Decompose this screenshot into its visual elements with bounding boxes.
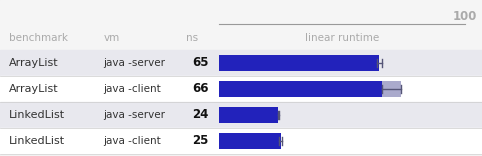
Text: ArrayList: ArrayList [9,58,58,68]
Text: 66: 66 [192,83,208,95]
Text: ArrayList: ArrayList [9,84,58,94]
Bar [0,76,482,102]
Bar [0,0,482,50]
Bar [219,81,382,97]
Text: 25: 25 [192,134,208,148]
Text: vm: vm [104,33,120,43]
Text: 100: 100 [453,10,477,23]
Bar [219,55,379,71]
Text: 24: 24 [192,109,208,122]
Text: benchmark: benchmark [9,33,67,43]
Text: LinkedList: LinkedList [9,136,65,146]
Text: java -server: java -server [104,58,166,68]
Bar [382,81,401,97]
Bar [219,107,278,123]
Bar [0,50,482,76]
Text: LinkedList: LinkedList [9,110,65,120]
Bar [219,133,281,149]
Text: java -server: java -server [104,110,166,120]
Text: java -client: java -client [104,84,161,94]
Text: linear runtime: linear runtime [305,33,379,43]
Text: ns: ns [186,33,198,43]
Text: 65: 65 [192,56,208,70]
Bar [0,102,482,128]
Bar [0,128,482,154]
Text: java -client: java -client [104,136,161,146]
